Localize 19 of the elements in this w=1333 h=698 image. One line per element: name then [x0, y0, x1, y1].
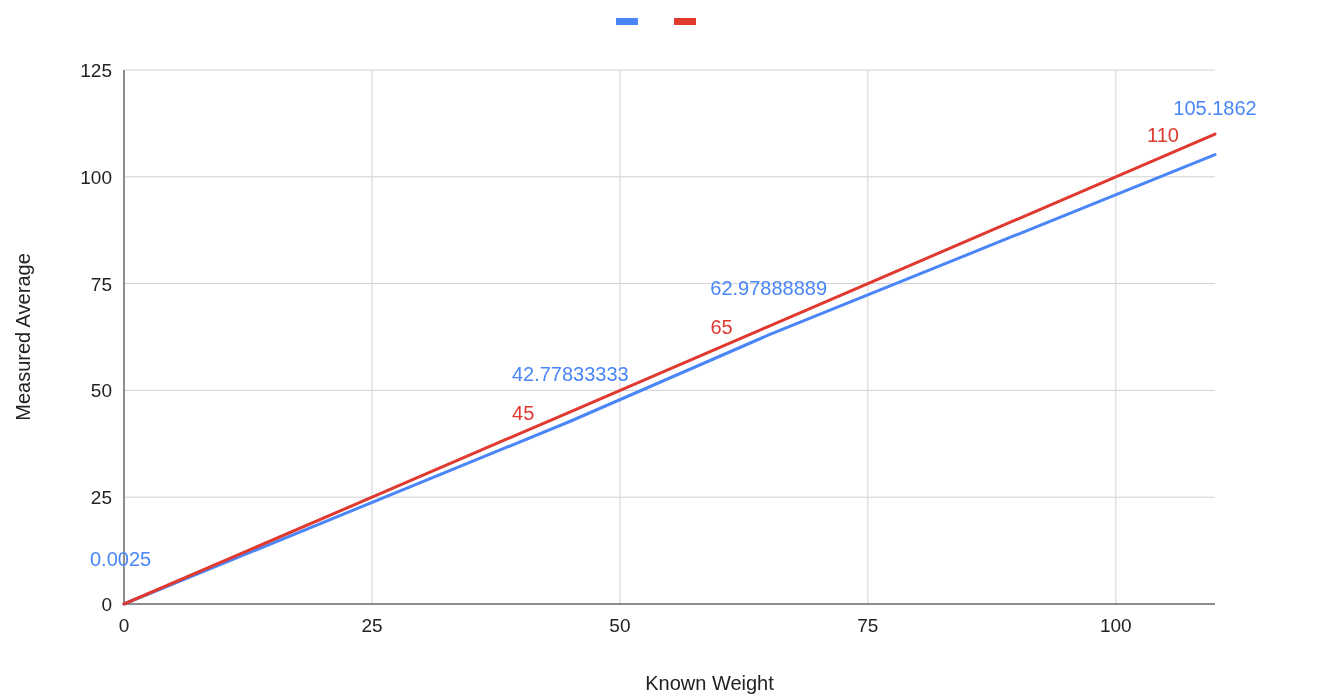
- x-axis-title: Known Weight: [645, 672, 775, 694]
- data-label: 110: [1147, 124, 1179, 147]
- x-tick-label: 50: [609, 615, 631, 636]
- data-label: 45: [512, 401, 535, 424]
- y-tick-label: 75: [90, 273, 112, 295]
- data-label: 65: [710, 316, 733, 339]
- y-tick-label: 50: [90, 380, 112, 402]
- y-tick-label: 0: [101, 594, 112, 615]
- x-tick-label: 0: [118, 615, 130, 636]
- data-label: 62.97888889: [710, 276, 828, 299]
- x-tick-label: 75: [857, 615, 879, 636]
- y-tick-label: 125: [80, 60, 112, 81]
- data-label: 42.77833333: [511, 363, 629, 386]
- x-tick-label: 100: [1099, 615, 1132, 636]
- y-tick-label: 25: [90, 487, 112, 509]
- x-tick-label: 25: [361, 615, 383, 636]
- data-label: 105.1862: [1173, 96, 1257, 119]
- y-tick-label: 100: [80, 166, 112, 188]
- y-axis-title: Measured Average: [12, 253, 34, 421]
